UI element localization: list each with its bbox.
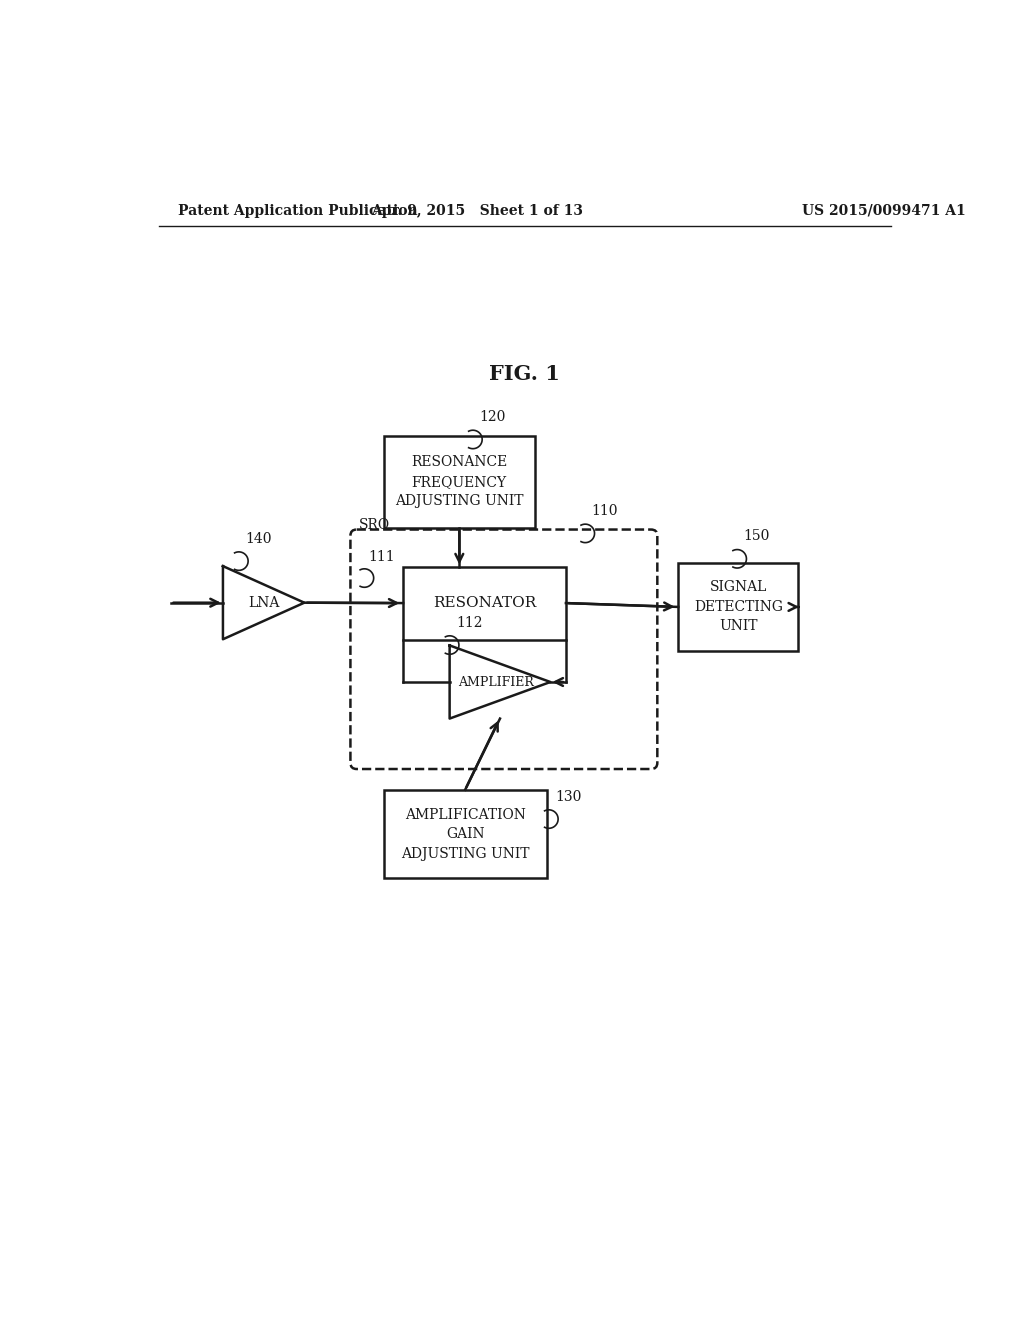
Text: 150: 150	[743, 529, 770, 544]
Text: 140: 140	[245, 532, 271, 545]
Bar	[403, 566, 566, 640]
Bar	[384, 436, 535, 528]
Text: Apr. 9, 2015   Sheet 1 of 13: Apr. 9, 2015 Sheet 1 of 13	[371, 203, 583, 218]
Text: LNA: LNA	[248, 595, 280, 610]
Text: RESONATOR: RESONATOR	[433, 597, 537, 610]
Text: AMPLIFICATION
GAIN
ADJUSTING UNIT: AMPLIFICATION GAIN ADJUSTING UNIT	[400, 808, 529, 861]
Polygon shape	[223, 566, 304, 639]
Bar	[384, 789, 547, 878]
Text: RESONANCE
FREQUENCY
ADJUSTING UNIT: RESONANCE FREQUENCY ADJUSTING UNIT	[395, 455, 523, 508]
Text: AMPLIFIER: AMPLIFIER	[458, 676, 535, 689]
Text: 120: 120	[479, 411, 506, 424]
Text: 112: 112	[456, 615, 482, 630]
FancyBboxPatch shape	[350, 529, 657, 770]
Text: SRO: SRO	[359, 517, 390, 532]
Text: 110: 110	[592, 504, 617, 517]
Bar	[678, 562, 799, 651]
Polygon shape	[450, 645, 550, 718]
Text: US 2015/0099471 A1: US 2015/0099471 A1	[802, 203, 966, 218]
Text: SIGNAL
DETECTING
UNIT: SIGNAL DETECTING UNIT	[694, 581, 782, 634]
Text: FIG. 1: FIG. 1	[489, 364, 560, 384]
Text: 111: 111	[369, 550, 395, 564]
Text: Patent Application Publication: Patent Application Publication	[178, 203, 418, 218]
Text: 130: 130	[555, 789, 582, 804]
